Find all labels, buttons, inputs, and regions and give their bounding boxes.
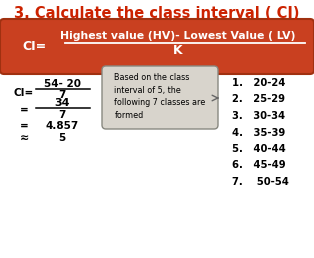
Text: CI=: CI= <box>22 41 46 53</box>
Text: 3.   30-34: 3. 30-34 <box>232 111 285 121</box>
Text: CI=: CI= <box>14 88 34 98</box>
Text: =: = <box>20 121 29 131</box>
Text: 54- 20: 54- 20 <box>44 79 80 89</box>
Text: 7: 7 <box>58 90 66 100</box>
Text: 34: 34 <box>54 98 70 108</box>
Text: 4.   35-39: 4. 35-39 <box>232 127 285 138</box>
Text: 7.    50-54: 7. 50-54 <box>232 177 289 187</box>
Text: Based on the class
interval of 5, the
following 7 classes are
formed: Based on the class interval of 5, the fo… <box>114 73 206 120</box>
Text: 5.   40-44: 5. 40-44 <box>232 144 286 154</box>
FancyBboxPatch shape <box>102 66 218 129</box>
Text: K: K <box>173 44 183 58</box>
Text: Highest value (HV)- Lowest Value ( LV): Highest value (HV)- Lowest Value ( LV) <box>60 31 296 41</box>
Text: 2.   25-29: 2. 25-29 <box>232 94 285 104</box>
Text: ≈: ≈ <box>20 133 30 143</box>
FancyBboxPatch shape <box>0 19 314 74</box>
Text: 3. Calculate the class interval ( CI): 3. Calculate the class interval ( CI) <box>14 5 300 20</box>
Text: 6.   45-49: 6. 45-49 <box>232 160 286 171</box>
Text: 5: 5 <box>58 133 66 143</box>
Text: 7: 7 <box>58 110 66 120</box>
Text: =: = <box>20 105 29 115</box>
Text: 1.   20-24: 1. 20-24 <box>232 78 285 88</box>
Text: 4.857: 4.857 <box>46 121 78 131</box>
